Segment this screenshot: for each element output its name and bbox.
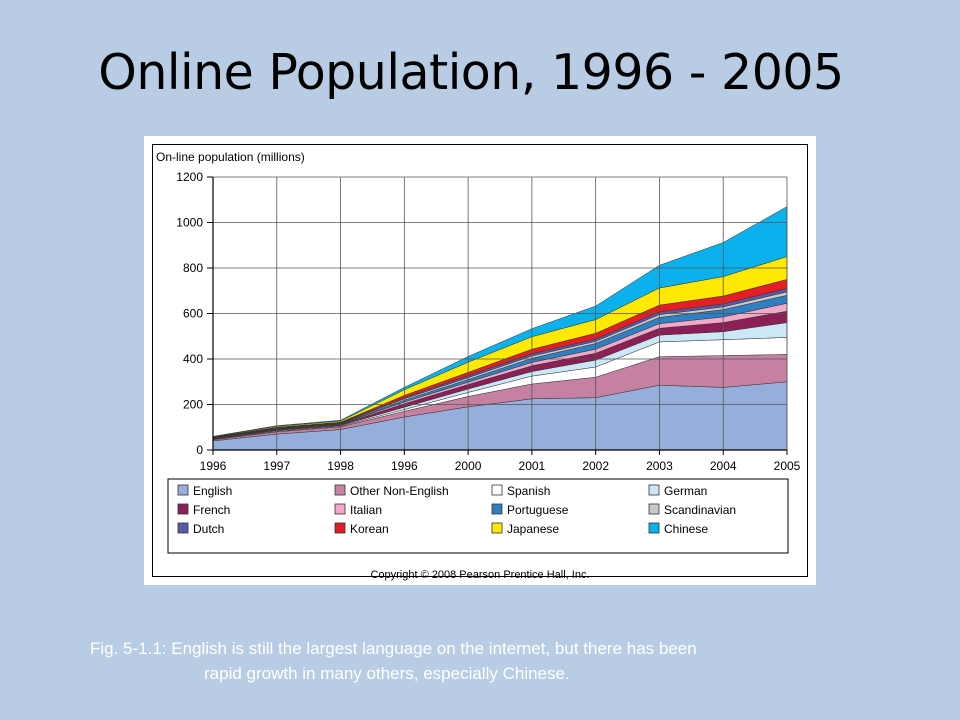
legend-label: Japanese	[507, 522, 559, 536]
x-tick-label: 1996	[391, 459, 418, 473]
area-series-group	[212, 206, 788, 451]
y-tick-label: 200	[183, 398, 203, 412]
legend: English Other Non-English Spanish German Fre…	[167, 478, 789, 554]
x-tick-label: 2004	[710, 459, 737, 473]
legend-box	[167, 478, 789, 554]
legend-swatch	[648, 484, 660, 496]
legend-swatch	[648, 522, 660, 534]
x-tick-label: 2000	[455, 459, 482, 473]
legend-label: Portuguese	[507, 503, 569, 517]
y-tick-label: 0	[196, 443, 203, 457]
legend-swatch	[648, 503, 660, 515]
slide-title: Online Population, 1996 - 2005	[98, 44, 844, 101]
x-tick-label: 2002	[582, 459, 609, 473]
legend-label: Spanish	[507, 484, 550, 498]
y-axis-label: On-line population (millions)	[156, 150, 305, 164]
legend-swatch	[334, 484, 346, 496]
x-tick-label: 1998	[327, 459, 354, 473]
caption-line-1: Fig. 5-1.1: English is still the largest…	[90, 639, 697, 658]
legend-swatch	[491, 503, 503, 515]
y-tick-label: 800	[183, 261, 203, 275]
stacked-area-chart: On-line population (millions) 0 200 400 600…	[152, 144, 808, 581]
x-tick-label: 1996	[200, 459, 227, 473]
x-tick-label: 2001	[519, 459, 546, 473]
legend-swatch	[334, 522, 346, 534]
chart-border	[152, 144, 808, 577]
legend-swatch	[491, 522, 503, 534]
y-tick-label: 1200	[176, 170, 203, 184]
legend-label: English	[193, 484, 232, 498]
x-tick-label: 2005	[774, 459, 801, 473]
legend-swatch	[177, 484, 189, 496]
legend-swatch	[177, 522, 189, 534]
legend-label: German	[664, 484, 707, 498]
legend-label: Scandinavian	[664, 503, 736, 517]
legend-swatch	[334, 503, 346, 515]
x-tick-label: 1997	[263, 459, 290, 473]
axes: 0 200 400 600 800 1000 1200 1996 1997 1998 1996 200…	[176, 170, 800, 473]
caption-line-2: rapid growth in many others, especially …	[204, 664, 570, 683]
x-tick-label: 2003	[646, 459, 673, 473]
legend-label: Chinese	[664, 522, 708, 536]
legend-label: Korean	[350, 522, 389, 536]
legend-label: Other Non-English	[350, 484, 449, 498]
chart-figure: On-line population (millions) 0 200 400 600…	[144, 136, 816, 585]
y-tick-label: 400	[183, 352, 203, 366]
y-tick-label: 1000	[176, 216, 203, 230]
legend-label: Dutch	[193, 522, 224, 536]
legend-label: Italian	[350, 503, 382, 517]
legend-label: French	[193, 503, 230, 517]
legend-swatch	[491, 484, 503, 496]
legend-swatch	[177, 503, 189, 515]
figure-caption: Fig. 5-1.1: English is still the largest…	[90, 636, 697, 686]
copyright-text: Copyright © 2008 Pearson Prentice Hall, …	[370, 569, 589, 581]
y-tick-label: 600	[183, 307, 203, 321]
